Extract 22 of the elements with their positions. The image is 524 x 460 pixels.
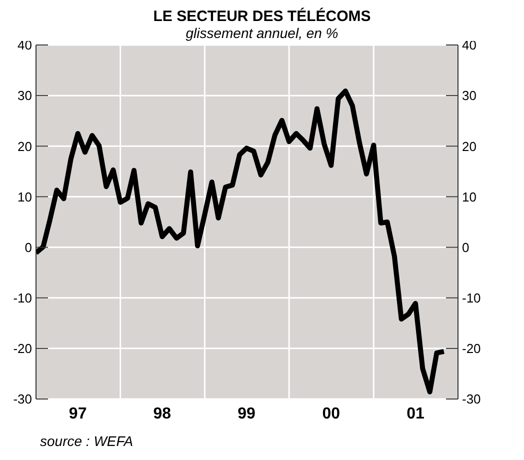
- y-tick-label: 0: [24, 240, 32, 255]
- x-tick-label: 01: [406, 405, 424, 422]
- y-tick-label: -20: [13, 341, 32, 356]
- y2-tick-label: -30: [462, 392, 481, 407]
- y-tick-label: -10: [13, 290, 32, 306]
- x-tick-label: 99: [238, 405, 256, 422]
- y2-tick-label: 0: [462, 240, 470, 255]
- y2-tick-label: -20: [462, 341, 481, 356]
- y2-tick-label: 10: [462, 189, 476, 204]
- x-tick-label: 98: [153, 405, 172, 422]
- chart-title: LE SECTEUR DES TÉLÉCOMS: [152, 8, 372, 25]
- y-tick-label: 10: [18, 189, 32, 204]
- x-tick-label: 97: [68, 405, 87, 422]
- source-note: source : WEFA: [39, 433, 134, 449]
- y-tick-label: -30: [13, 392, 32, 407]
- y-tick-label: 20: [18, 138, 32, 154]
- chart-subtitle: glissement annuel, en %: [186, 25, 338, 41]
- y2-tick-label: 20: [462, 138, 476, 154]
- y-tick-label: 30: [18, 88, 32, 104]
- x-tick-label: 00: [322, 405, 340, 422]
- y2-tick-label: -10: [462, 290, 481, 306]
- y2-tick-label: 30: [462, 88, 476, 104]
